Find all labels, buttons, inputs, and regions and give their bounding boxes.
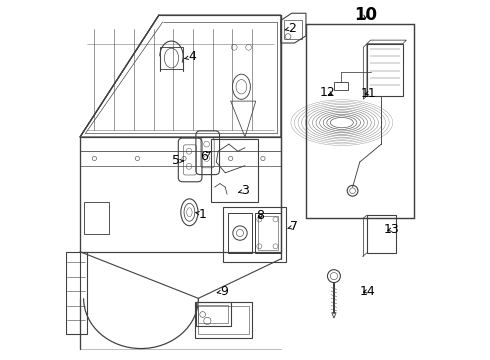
Text: 4: 4 — [185, 50, 196, 63]
Text: 12: 12 — [319, 86, 335, 99]
Text: 6: 6 — [200, 150, 211, 163]
Text: 14: 14 — [360, 285, 375, 298]
Bar — [195, 302, 252, 338]
Text: 8: 8 — [256, 209, 265, 222]
Bar — [198, 306, 248, 334]
Text: 10: 10 — [354, 6, 377, 24]
Bar — [228, 213, 252, 253]
Bar — [255, 213, 281, 253]
Text: 1: 1 — [196, 208, 207, 221]
Bar — [284, 21, 302, 39]
Bar — [306, 24, 414, 218]
Bar — [258, 216, 278, 250]
Text: 9: 9 — [217, 285, 228, 298]
Bar — [223, 207, 286, 262]
Text: 7: 7 — [288, 220, 298, 233]
Bar — [367, 44, 403, 96]
Bar — [198, 305, 228, 323]
Text: 11: 11 — [361, 87, 377, 100]
Text: 2: 2 — [285, 22, 295, 35]
Text: 3: 3 — [238, 184, 249, 197]
Bar — [160, 47, 183, 69]
Text: 13: 13 — [384, 223, 400, 236]
Bar — [196, 302, 231, 326]
Bar — [367, 215, 395, 253]
Bar — [334, 82, 348, 90]
Bar — [211, 139, 258, 202]
Text: 5: 5 — [172, 154, 183, 167]
Bar — [84, 202, 109, 234]
